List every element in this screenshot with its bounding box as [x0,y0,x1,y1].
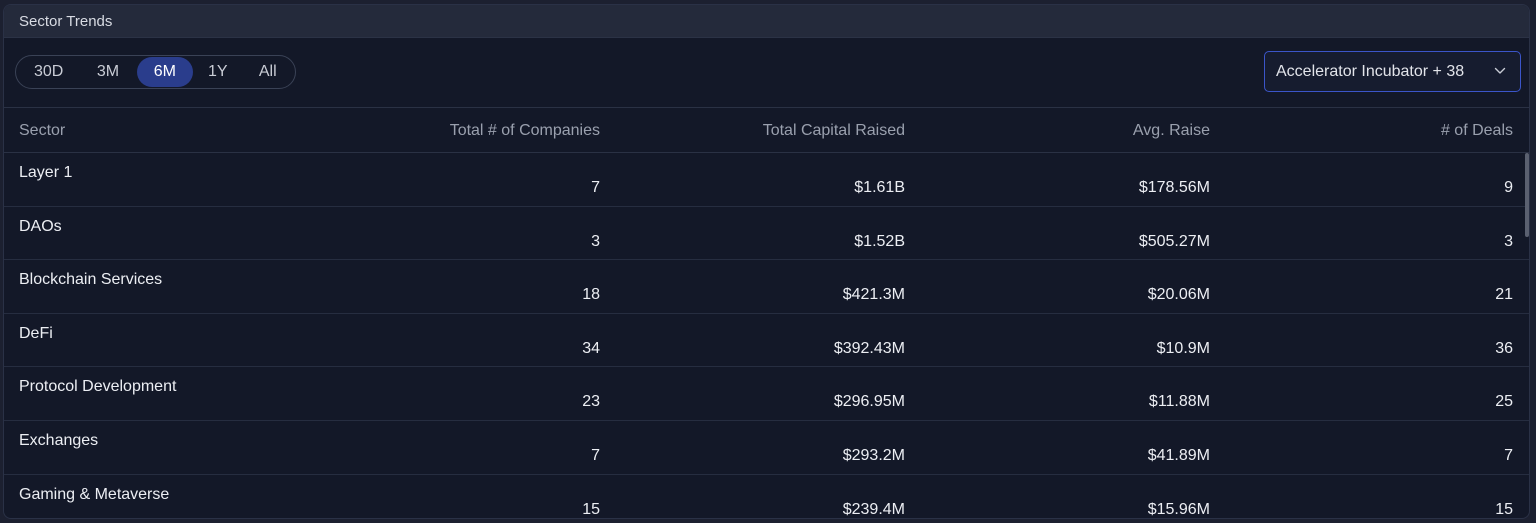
cell-capital: $1.61B [854,179,905,196]
cell-sector: Protocol Development [19,378,177,396]
table-body: Layer 1 7 $1.61B $178.56M 9 DAOs 3 $1.52… [4,153,1529,518]
table-row[interactable]: DAOs 3 $1.52B $505.27M 3 [4,207,1529,261]
range-button-all[interactable]: All [258,63,277,80]
cell-companies: 7 [591,179,600,196]
cell-avg-raise: $10.9M [1156,339,1210,357]
column-header-avg-raise[interactable]: Avg. Raise [1132,122,1210,139]
cell-deals: 9 [1504,179,1513,196]
cell-avg-raise: $505.27M [1138,232,1210,250]
cell-avg-raise: $20.06M [1147,286,1210,304]
cell-sector: Blockchain Services [19,271,163,289]
cell-sector: DAOs [19,217,62,235]
cell-deals: 25 [1495,393,1513,411]
table-row[interactable]: Protocol Development 23 $296.95M $11.88M… [4,367,1529,421]
vertical-scrollbar[interactable] [1525,153,1529,237]
range-button-1y[interactable]: 1Y [208,63,228,80]
cell-avg-raise: $41.89M [1147,446,1210,464]
cell-capital: $421.3M [842,286,905,304]
cell-sector: Layer 1 [19,164,73,181]
range-button-30d[interactable]: 30D [33,63,64,80]
cell-deals: 3 [1504,232,1513,250]
cell-sector: DeFi [19,324,53,342]
range-button-3m[interactable]: 3M [96,63,120,80]
sector-filter-label: Accelerator Incubator + 38 [1276,62,1465,80]
table-header: Sector Total # of Companies Total Capita… [4,108,1529,153]
table-row[interactable]: DeFi 34 $392.43M $10.9M 36 [4,314,1529,368]
table-row[interactable]: Blockchain Services 18 $421.3M $20.06M 2… [4,260,1529,314]
table-row[interactable]: Layer 1 7 $1.61B $178.56M 9 [4,153,1529,207]
column-header-capital[interactable]: Total Capital Raised [762,122,905,139]
table-row[interactable]: Gaming & Metaverse 15 $239.4M $15.96M 15 [4,475,1529,518]
column-header-sector[interactable]: Sector [19,122,66,139]
panel-title: Sector Trends [19,12,113,30]
cell-companies: 7 [591,446,600,464]
cell-capital: $296.95M [833,393,905,411]
cell-avg-raise: $11.88M [1148,393,1210,411]
cell-companies: 23 [582,393,600,411]
cell-companies: 15 [582,500,600,518]
cell-sector: Exchanges [19,431,99,449]
sector-filter-dropdown[interactable]: Accelerator Incubator + 38 [1264,51,1521,92]
range-button-6m[interactable]: 6M [136,57,194,87]
chevron-down-icon [1494,67,1506,74]
cell-avg-raise: $178.56M [1138,179,1210,196]
cell-capital: $392.43M [833,339,905,357]
cell-sector: Gaming & Metaverse [19,485,170,503]
sector-trends-panel: Sector Trends 30D 3M 6M 1Y All Accelerat… [3,4,1530,519]
cell-capital: $293.2M [842,446,905,464]
cell-capital: $1.52B [854,232,905,250]
time-range-selector: 30D 3M 6M 1Y All [15,55,296,89]
cell-deals: 36 [1495,339,1513,357]
cell-deals: 15 [1495,500,1513,518]
column-header-deals[interactable]: # of Deals [1440,122,1513,139]
cell-avg-raise: $15.96M [1147,500,1210,518]
cell-deals: 7 [1504,446,1513,464]
cell-companies: 3 [591,232,600,250]
cell-companies: 18 [582,286,600,304]
cell-deals: 21 [1495,286,1513,304]
panel-header: Sector Trends [4,5,1529,38]
column-header-companies[interactable]: Total # of Companies [449,122,600,139]
table-row[interactable]: Exchanges 7 $293.2M $41.89M 7 [4,421,1529,475]
toolbar: 30D 3M 6M 1Y All Accelerator Incubator +… [4,38,1529,108]
cell-capital: $239.4M [842,500,905,518]
cell-companies: 34 [582,339,600,357]
